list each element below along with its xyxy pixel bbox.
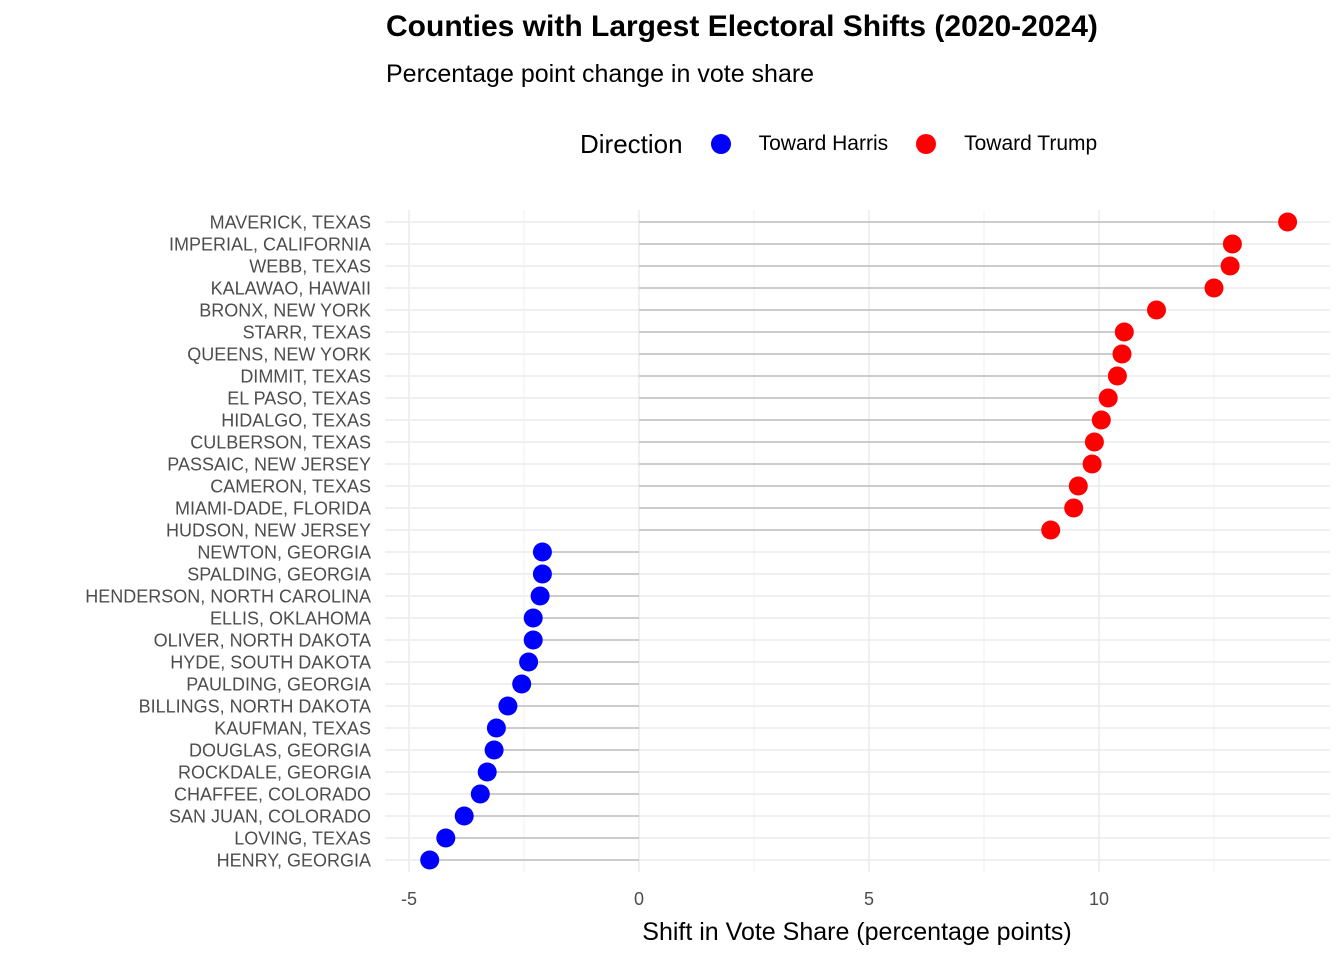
data-point bbox=[519, 652, 539, 672]
y-tick-label: ELLIS, OKLAHOMA bbox=[210, 609, 371, 629]
x-tick-label: -5 bbox=[401, 889, 417, 909]
data-point bbox=[1084, 432, 1104, 452]
y-tick-label: CHAFFEE, COLORADO bbox=[174, 785, 371, 805]
data-point bbox=[523, 630, 543, 650]
y-tick-label: KAUFMAN, TEXAS bbox=[214, 719, 371, 739]
data-point bbox=[1107, 366, 1127, 386]
data-point bbox=[532, 564, 552, 584]
data-point bbox=[1278, 212, 1298, 232]
y-tick-label: BILLINGS, NORTH DAKOTA bbox=[139, 697, 371, 717]
data-point bbox=[523, 608, 543, 628]
data-point bbox=[1068, 476, 1088, 496]
data-point bbox=[530, 586, 550, 606]
y-tick-label: QUEENS, NEW YORK bbox=[187, 345, 371, 365]
y-tick-label: SAN JUAN, COLORADO bbox=[169, 807, 371, 827]
legend-label-harris: Toward Harris bbox=[758, 132, 889, 155]
y-tick-label: HUDSON, NEW JERSEY bbox=[166, 521, 371, 541]
y-tick-label: MAVERICK, TEXAS bbox=[210, 213, 371, 233]
y-tick-label: MIAMI-DADE, FLORIDA bbox=[175, 499, 371, 519]
y-tick-label: KALAWAO, HAWAII bbox=[211, 279, 371, 299]
y-tick-label: DIMMIT, TEXAS bbox=[240, 367, 371, 387]
y-tick-label: EL PASO, TEXAS bbox=[227, 389, 371, 409]
data-point bbox=[512, 674, 532, 694]
x-tick-label: 5 bbox=[864, 889, 874, 909]
y-tick-label: HYDE, SOUTH DAKOTA bbox=[170, 653, 371, 673]
data-point bbox=[1091, 410, 1111, 430]
data-point bbox=[486, 718, 506, 738]
y-tick-label: HENDERSON, NORTH CAROLINA bbox=[85, 587, 371, 607]
chart-title: Counties with Largest Electoral Shifts (… bbox=[386, 10, 1098, 43]
x-tick-label: 10 bbox=[1089, 889, 1109, 909]
data-point bbox=[470, 784, 490, 804]
y-tick-label: PAULDING, GEORGIA bbox=[186, 675, 371, 695]
data-point bbox=[1204, 278, 1224, 298]
data-point bbox=[1112, 344, 1132, 364]
y-tick-label: SPALDING, GEORGIA bbox=[187, 565, 371, 585]
chart-subtitle: Percentage point change in vote share bbox=[386, 60, 815, 88]
y-tick-label: PASSAIC, NEW JERSEY bbox=[167, 455, 371, 475]
data-point bbox=[477, 762, 497, 782]
data-point bbox=[1114, 322, 1134, 342]
legend-marker-trump bbox=[916, 134, 937, 154]
y-tick-label: CAMERON, TEXAS bbox=[210, 477, 371, 497]
data-point bbox=[420, 850, 440, 870]
data-point bbox=[1098, 388, 1118, 408]
y-tick-label: NEWTON, GEORGIA bbox=[197, 543, 371, 563]
y-tick-label: IMPERIAL, CALIFORNIA bbox=[169, 235, 371, 255]
data-point bbox=[436, 828, 456, 848]
legend-item-toward-trump: Toward Trump bbox=[916, 132, 1097, 156]
legend-title: Direction bbox=[580, 128, 683, 159]
y-tick-label: BRONX, NEW YORK bbox=[199, 301, 371, 321]
x-axis-label: Shift in Vote Share (percentage points) bbox=[642, 918, 1071, 946]
y-tick-label: CULBERSON, TEXAS bbox=[190, 433, 371, 453]
legend-label-trump: Toward Trump bbox=[964, 132, 1098, 155]
legend-item-toward-harris: Toward Harris bbox=[710, 132, 889, 156]
y-tick-label: STARR, TEXAS bbox=[243, 323, 371, 343]
legend: Direction Toward Harris Toward Trump bbox=[580, 126, 1125, 162]
y-tick-label: OLIVER, NORTH DAKOTA bbox=[154, 631, 371, 651]
data-point bbox=[1147, 300, 1166, 320]
data-point bbox=[1064, 498, 1084, 518]
y-tick-label: ROCKDALE, GEORGIA bbox=[178, 763, 371, 783]
y-tick-label: HENRY, GEORGIA bbox=[217, 851, 371, 871]
y-tick-label: HIDALGO, TEXAS bbox=[221, 411, 371, 431]
x-tick-labels: -5 0 5 10 bbox=[401, 889, 1109, 909]
x-tick-label: 0 bbox=[634, 889, 644, 909]
data-point bbox=[1082, 454, 1102, 474]
data-point bbox=[1220, 256, 1240, 276]
data-point bbox=[484, 740, 504, 760]
y-tick-label: WEBB, TEXAS bbox=[249, 257, 371, 277]
data-point bbox=[1222, 234, 1242, 254]
data-point bbox=[532, 542, 552, 562]
data-point bbox=[454, 806, 474, 826]
lollipop-stems bbox=[429, 221, 1288, 861]
legend-marker-harris bbox=[710, 134, 731, 154]
data-points bbox=[420, 212, 1298, 870]
data-point bbox=[1041, 520, 1061, 540]
data-point bbox=[498, 696, 518, 716]
y-tick-label: LOVING, TEXAS bbox=[234, 829, 371, 849]
y-tick-label: DOUGLAS, GEORGIA bbox=[189, 741, 371, 761]
